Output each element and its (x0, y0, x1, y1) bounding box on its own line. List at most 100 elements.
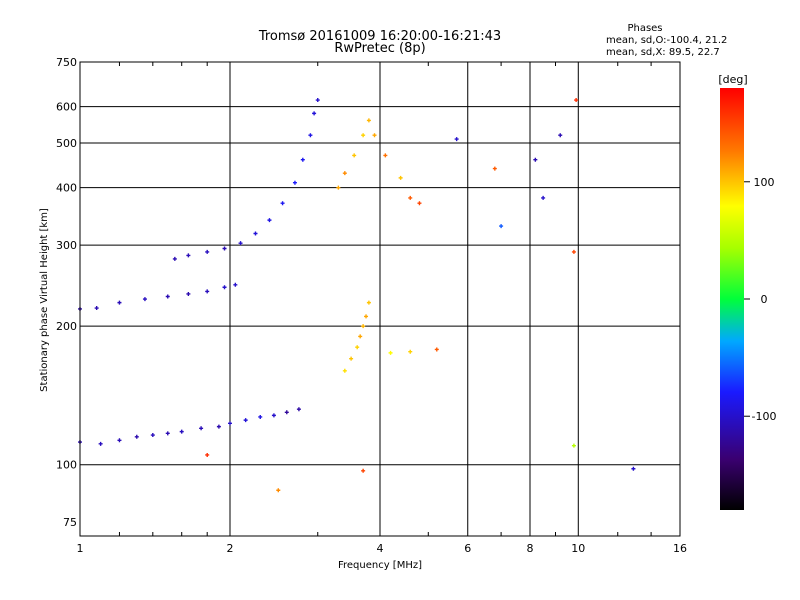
y-tick-label: 500 (56, 137, 77, 150)
data-point (258, 414, 263, 419)
data-point (541, 195, 546, 200)
data-point (296, 407, 301, 412)
data-point (408, 349, 413, 354)
data-point (315, 98, 320, 103)
data-point (150, 433, 155, 438)
data-point (388, 350, 393, 355)
y-axis-label: Stationary phase Virtual Height [km] (39, 208, 50, 392)
data-point (366, 300, 371, 305)
data-point (233, 282, 238, 287)
data-point (222, 285, 227, 290)
data-point (349, 356, 354, 361)
data-point (300, 157, 305, 162)
data-point (408, 195, 413, 200)
data-point (243, 418, 248, 423)
data-point (574, 98, 579, 103)
data-point (205, 249, 210, 254)
data-point (142, 297, 147, 302)
data-point (571, 443, 576, 448)
x-tick-label: 8 (527, 542, 534, 555)
data-point (383, 153, 388, 158)
data-point (499, 224, 504, 229)
data-point (165, 294, 170, 299)
data-point (94, 306, 99, 311)
data-point (342, 171, 347, 176)
x-tick-label: 16 (673, 542, 687, 555)
phases-legend-x: mean, sd,X: 89.5, 22.7 (606, 47, 720, 58)
chart-title: Tromsø 20161009 16:20:00-16:21:43 (258, 29, 501, 44)
data-points (78, 98, 636, 493)
data-point (361, 324, 366, 329)
colorbar-ticks: 100 0 -100 (744, 176, 776, 423)
data-point (253, 231, 258, 236)
y-axis-ticks: 75 100 200 300 400 500 600 750 (56, 56, 77, 529)
data-point (276, 488, 281, 493)
data-point (398, 175, 403, 180)
data-point (372, 133, 377, 138)
phases-legend-o: mean, sd,O:-100.4, 21.2 (606, 35, 727, 46)
chart-subtitle: RwPretec (8p) (334, 41, 425, 56)
data-point (186, 253, 191, 258)
data-point (179, 429, 184, 434)
data-point (352, 153, 357, 158)
data-point (117, 300, 122, 305)
data-point (358, 334, 363, 339)
y-tick-label: 100 (56, 459, 77, 472)
colorbar-tick-label: 0 (761, 293, 768, 306)
data-point (454, 137, 459, 142)
grid-lines (80, 62, 680, 536)
data-point (222, 246, 227, 251)
colorbar (720, 88, 744, 510)
plot-frame (79, 61, 681, 537)
phases-legend-title: Phases (627, 23, 662, 34)
data-point (280, 201, 285, 206)
x-tick-label: 4 (377, 542, 384, 555)
data-point (267, 218, 272, 223)
data-point (434, 347, 439, 352)
data-point (172, 256, 177, 261)
data-point (165, 431, 170, 436)
data-point (417, 201, 422, 206)
data-point (117, 438, 122, 443)
data-point (271, 413, 276, 418)
data-point (292, 180, 297, 185)
data-point (492, 166, 497, 171)
data-point (558, 133, 563, 138)
x-tick-label: 6 (464, 542, 471, 555)
data-point (134, 434, 139, 439)
data-point (228, 421, 232, 426)
data-point (342, 368, 347, 373)
x-tick-label: 10 (571, 542, 585, 555)
y-tick-label: 750 (56, 56, 77, 69)
data-point (364, 314, 369, 319)
x-axis-label: Frequency [MHz] (338, 560, 422, 571)
data-point (355, 345, 360, 350)
data-point (631, 466, 636, 471)
data-point (361, 468, 366, 473)
data-point (571, 249, 576, 254)
y-tick-label: 400 (56, 182, 77, 195)
data-point (205, 289, 210, 294)
colorbar-label: [deg] (718, 73, 747, 86)
data-point (216, 424, 221, 429)
y-tick-label: 600 (56, 101, 77, 114)
y-tick-label: 300 (56, 239, 77, 252)
colorbar-tick-label: 100 (754, 176, 775, 189)
data-point (366, 118, 371, 123)
data-point (98, 441, 103, 446)
y-tick-label: 75 (63, 516, 77, 529)
data-point (533, 157, 538, 162)
y-tick-label: 200 (56, 320, 77, 333)
data-point (205, 452, 210, 457)
data-point (308, 133, 313, 138)
x-tick-label: 1 (77, 542, 84, 555)
data-point (186, 291, 191, 296)
x-axis-ticks: 1 2 4 6 8 10 16 (77, 62, 687, 555)
data-point (284, 410, 289, 415)
data-point (199, 426, 204, 431)
data-point (336, 185, 341, 190)
data-point (312, 111, 317, 116)
x-tick-label: 2 (227, 542, 234, 555)
colorbar-tick-label: -100 (752, 410, 777, 423)
